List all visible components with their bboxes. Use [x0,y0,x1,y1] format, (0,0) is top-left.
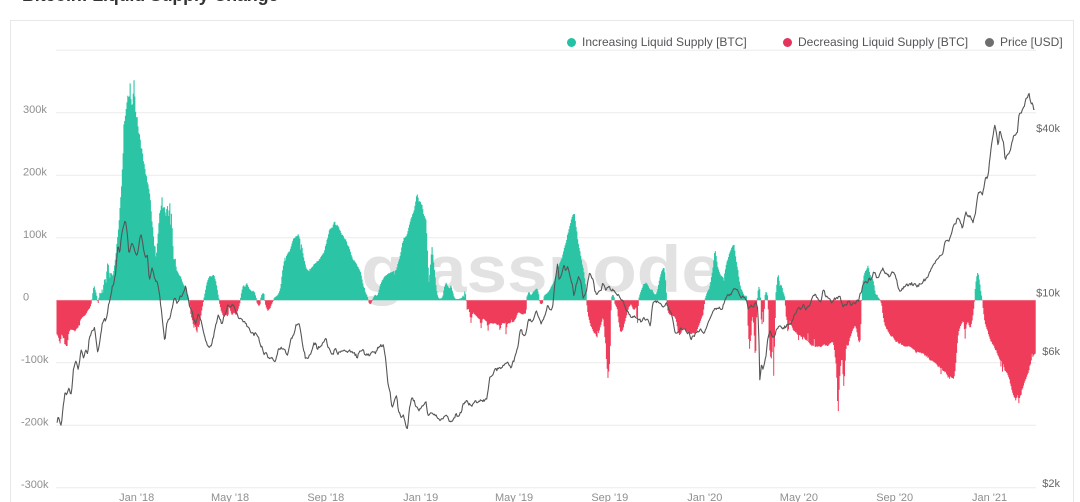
svg-text:200k: 200k [23,167,47,179]
svg-text:$10k: $10k [1036,288,1060,300]
svg-text:Jan '18: Jan '18 [119,492,154,502]
svg-text:$2k: $2k [1042,478,1060,490]
svg-text:Sep '18: Sep '18 [307,492,344,502]
svg-text:May '20: May '20 [780,492,818,502]
svg-text:Jan '19: Jan '19 [403,492,438,502]
svg-text:100k: 100k [23,229,47,241]
svg-text:Sep '19: Sep '19 [591,492,628,502]
svg-text:-300k: -300k [21,479,49,491]
svg-text:-100k: -100k [21,354,49,366]
svg-text:Sep '20: Sep '20 [876,492,913,502]
svg-text:0: 0 [23,292,29,304]
svg-text:Jan '20: Jan '20 [687,492,722,502]
svg-text:$6k: $6k [1042,346,1060,358]
svg-text:May '19: May '19 [495,492,533,502]
svg-text:Jan '21: Jan '21 [972,492,1007,502]
svg-text:May '18: May '18 [211,492,249,502]
svg-text:-200k: -200k [21,417,49,429]
svg-text:300k: 300k [23,104,47,116]
svg-text:$40k: $40k [1036,123,1060,135]
